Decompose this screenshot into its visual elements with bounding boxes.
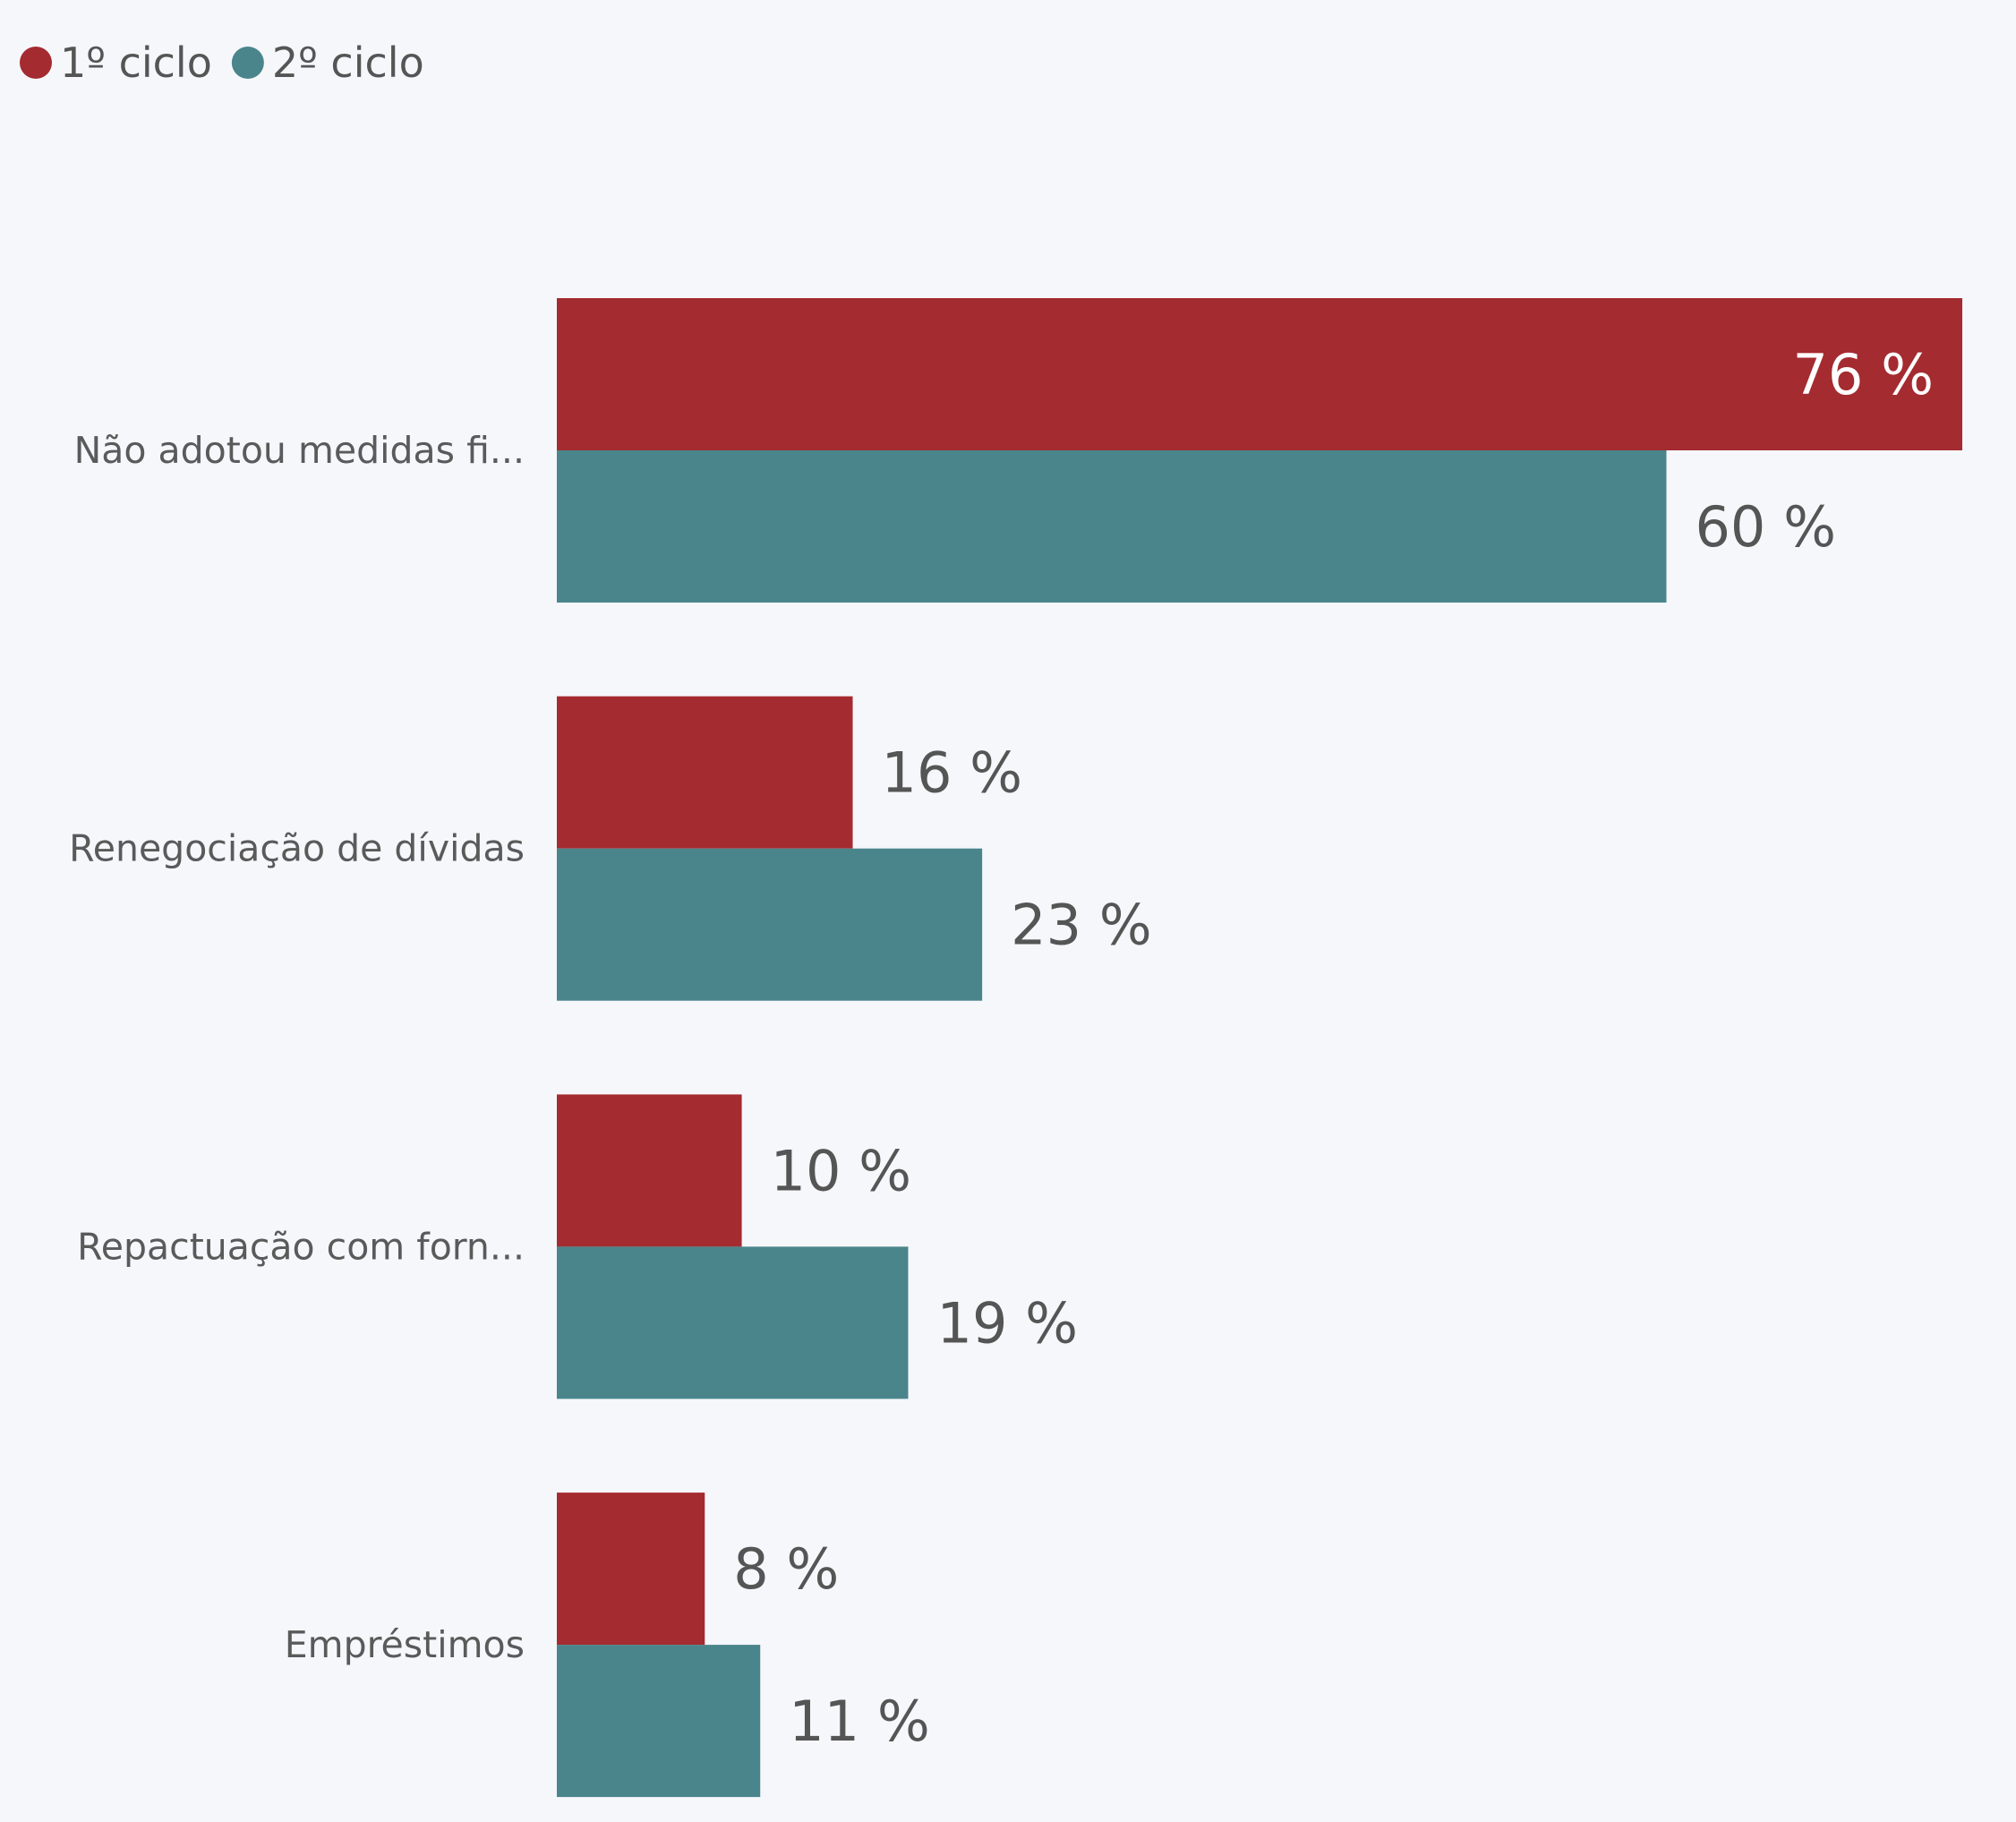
category-axis: Não adotou medidas fi... Renegociação de … (69, 429, 525, 1666)
data-label: 11 % (789, 1689, 930, 1754)
data-label: 19 % (937, 1290, 1079, 1356)
bar-ciclo-1 (557, 697, 853, 849)
legend-item: 1º ciclo (20, 38, 212, 87)
category-label: Não adotou medidas fi... (74, 429, 525, 472)
legend-label: 2º ciclo (272, 38, 424, 87)
legend-label: 1º ciclo (60, 38, 212, 87)
bar-ciclo-1 (557, 1094, 742, 1246)
data-label: 10 % (771, 1138, 912, 1203)
bar-ciclo-2 (557, 1645, 760, 1797)
bar-ciclo-2 (557, 849, 982, 1001)
bar-ciclo-2 (557, 1246, 909, 1399)
category-label: Empréstimos (285, 1623, 525, 1666)
category-label: Repactuação com forn... (77, 1225, 525, 1268)
legend-item: 2º ciclo (232, 38, 424, 87)
data-label: 60 % (1695, 494, 1836, 560)
category-label: Renegociação de dívidas (69, 827, 525, 870)
data-label: 23 % (1011, 893, 1152, 958)
legend-marker (20, 47, 52, 79)
data-label: 8 % (733, 1536, 839, 1602)
data-label: 76 % (1792, 342, 1934, 407)
bar-ciclo-2 (557, 450, 1666, 603)
legend: 1º ciclo 2º ciclo (20, 38, 424, 87)
legend-marker (232, 47, 264, 79)
bar-ciclo-1 (557, 1493, 705, 1645)
data-label: 16 % (882, 740, 1023, 806)
bar-ciclo-1 (557, 298, 1962, 450)
